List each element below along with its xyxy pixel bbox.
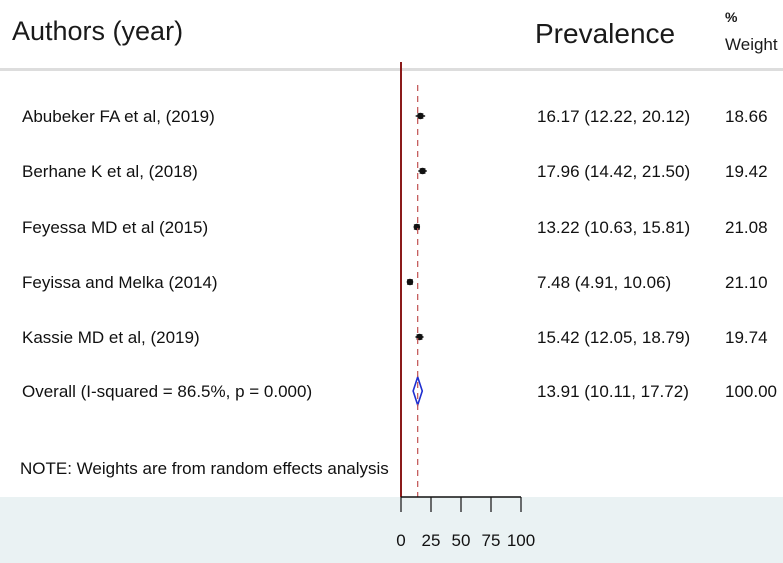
point-estimate	[417, 112, 424, 120]
point-estimate	[406, 278, 414, 286]
x-axis: 0 25 50 75 100	[396, 496, 535, 550]
x-tick-label: 25	[422, 531, 441, 550]
x-tick-label: 50	[452, 531, 471, 550]
study-rows: Abubeker FA et al, (2019) 16.17 (12.22, 2…	[22, 107, 777, 408]
header-weight-pct: %	[725, 9, 738, 25]
axis-band	[0, 497, 783, 563]
point-estimate	[413, 223, 421, 231]
study-label: Berhane K et al, (2018)	[22, 162, 198, 181]
weight-value: 19.74	[725, 328, 768, 347]
study-label: Feyissa and Melka (2014)	[22, 273, 218, 292]
weight-value: 21.08	[725, 218, 768, 237]
overall-diamond	[412, 374, 424, 408]
header-divider	[0, 68, 783, 71]
study-label: Kassie MD et al, (2019)	[22, 328, 200, 347]
weight-value: 21.10	[725, 273, 768, 292]
ci-text: 13.22 (10.63, 15.81)	[537, 218, 690, 237]
header-weight: Weight	[725, 35, 778, 54]
overall-label: Overall (I-squared = 86.5%, p = 0.000)	[22, 382, 312, 401]
ci-text: 17.96 (14.42, 21.50)	[537, 162, 690, 181]
weight-value: 18.66	[725, 107, 768, 126]
note-text: NOTE: Weights are from random effects an…	[20, 459, 389, 478]
x-tick-label: 75	[482, 531, 501, 550]
study-label: Feyessa MD et al (2015)	[22, 218, 208, 237]
study-label: Abubeker FA et al, (2019)	[22, 107, 215, 126]
x-tick-label: 0	[396, 531, 405, 550]
weight-value: 19.42	[725, 162, 768, 181]
ci-text: 15.42 (12.05, 18.79)	[537, 328, 690, 347]
overall-ci-text: 13.91 (10.11, 17.72)	[537, 382, 689, 401]
overall-weight: 100.00	[725, 382, 777, 401]
x-tick-label: 100	[507, 531, 535, 550]
ci-text: 16.17 (12.22, 20.12)	[537, 107, 690, 126]
header-prevalence: Prevalence	[535, 18, 675, 49]
ci-text: 7.48 (4.91, 10.06)	[537, 273, 671, 292]
point-estimate	[419, 167, 426, 175]
header-authors: Authors (year)	[12, 16, 183, 46]
